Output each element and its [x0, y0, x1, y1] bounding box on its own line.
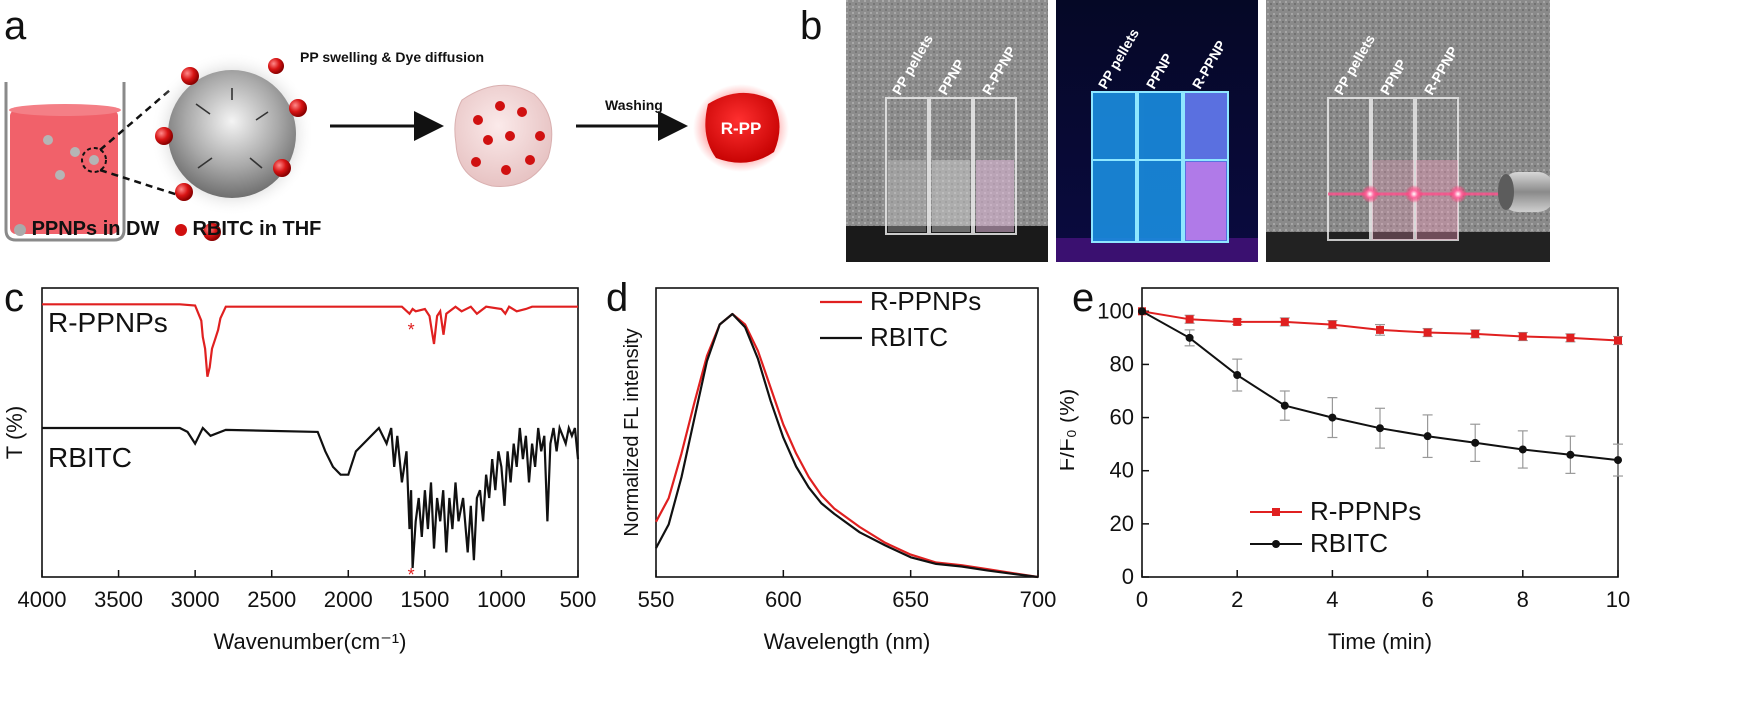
chart-e-point	[1233, 371, 1242, 380]
panel-a-letter: a	[4, 4, 27, 48]
chart-d-xlabel: Wavelength (nm)	[764, 629, 931, 654]
chart-c-xtick-label: 3000	[171, 587, 220, 612]
chart-c-xtick-label: 3500	[94, 587, 143, 612]
chart-e-ytick-label: 40	[1110, 458, 1134, 483]
polypropylene-particle-icon	[150, 52, 314, 216]
step1-label: PP swelling & Dye diffusion	[300, 49, 484, 65]
chart-e-xtick-label: 8	[1517, 587, 1529, 612]
chart-d-xtick-label: 550	[638, 587, 675, 612]
chart-c-xtick-label: 1500	[400, 587, 449, 612]
chart-d-ylabel: Normalized FL intensity	[621, 328, 643, 536]
chart-e-point	[1376, 325, 1384, 334]
photo-uv: PP pellets PPNP R-PPNP	[1056, 0, 1258, 262]
beaker-icon	[4, 82, 126, 242]
chart-e-legend-marker	[1272, 508, 1280, 516]
panel-a-legend: PPNPs in DW RBITC in THF	[14, 218, 321, 241]
chart-c-xtick-label: 4000	[18, 587, 67, 612]
chart-c-asterisk-1: *	[408, 320, 415, 340]
dye-molecule-icons	[155, 58, 307, 241]
chart-e-ytick-label: 80	[1110, 351, 1134, 376]
chart-e-frame	[1141, 287, 1619, 578]
panel-c-letter: c	[4, 276, 24, 320]
chart-c-ftir: 4000 3500 3000 2500 2000 1500 1000 500 Wavenumbe…	[2, 287, 597, 654]
chart-c-series-rppnps	[42, 303, 578, 377]
chart-e-point	[1566, 450, 1575, 459]
chart-e-xtick-label: 0	[1136, 587, 1148, 612]
legend-ppnp: PPNPs in DW	[31, 218, 160, 240]
chart-e-ytick-label: 20	[1110, 511, 1134, 536]
chart-e-point	[1138, 307, 1146, 316]
chart-e-xtick-label: 2	[1231, 587, 1243, 612]
chart-e-xtick-label: 6	[1421, 587, 1433, 612]
panel-a-schematic: PP swelling & Dye diffusion Washing R-PP	[4, 49, 789, 242]
chart-e-point	[1471, 329, 1480, 338]
gray-dot-icon	[14, 223, 26, 236]
chart-e-xtick-label: 4	[1326, 587, 1338, 612]
chart-e-legend-label: RBITC	[1310, 528, 1388, 558]
chart-e-point	[1280, 317, 1289, 326]
chart-c-xlabel: Wavenumber(cm⁻¹)	[214, 629, 407, 654]
chart-d-series-rbitc	[655, 312, 1039, 579]
chart-c-asterisk-2: *	[408, 565, 415, 585]
chart-e-point	[1376, 424, 1384, 433]
chart-d-xtick-label: 600	[765, 587, 802, 612]
photo-ambient: PP pellets PPNP R-PPNP	[846, 0, 1048, 262]
product-label: R-PP	[721, 119, 762, 138]
chart-e-xlabel: Time (min)	[1328, 629, 1432, 654]
red-dot-icon	[174, 223, 187, 236]
chart-e-point	[1423, 328, 1432, 337]
chart-e-legend-marker	[1272, 540, 1280, 548]
chart-c-xtick-label: 2500	[247, 587, 296, 612]
chart-e-point	[1233, 317, 1242, 326]
chart-d-series-r-ppnps	[655, 312, 1039, 579]
chart-e-point	[1280, 401, 1289, 410]
chart-e-point	[1185, 315, 1194, 324]
chart-e-xtick-label: 10	[1606, 587, 1630, 612]
panel-e-letter: e	[1072, 276, 1095, 320]
chart-d-xtick-label: 650	[892, 587, 929, 612]
chart-c-ylabel: T (%)	[2, 406, 27, 459]
legend-rbitc: RBITC in THF	[192, 218, 322, 240]
chart-c-series-rbitc	[42, 423, 580, 569]
panel-d-letter: d	[606, 276, 629, 320]
chart-e-point	[1185, 333, 1194, 342]
step2-label: Washing	[605, 97, 663, 113]
chart-e-yaxis: 0 20 40 60 80 100	[1097, 298, 1134, 589]
chart-c-label-rppnps: R-PPNPs	[48, 307, 168, 338]
chart-d-fluorescence: 550 600 650 700 Wavelength (nm) Normalized FL…	[621, 286, 1057, 654]
chart-e-ytick-label: 0	[1122, 564, 1134, 589]
chart-c-xtick-label: 500	[560, 587, 597, 612]
chart-e-ytick-label: 100	[1097, 298, 1134, 323]
chart-c-xtick-label: 1000	[477, 587, 526, 612]
chart-e-point	[1328, 413, 1337, 422]
rpp-product-icon: R-PP	[693, 84, 789, 172]
chart-e-point	[1614, 456, 1622, 465]
photo-laser: PP pellets PPNP R-PPNP	[1266, 0, 1550, 262]
chart-e-legend-label: R-PPNPs	[1310, 496, 1421, 526]
chart-d-frame	[655, 287, 1039, 578]
chart-e-point	[1471, 438, 1480, 447]
laser-pointer-icon	[1498, 172, 1550, 212]
chart-e-point	[1614, 336, 1622, 345]
chart-d-legend-label: RBITC	[870, 322, 948, 352]
chart-c-frame	[41, 287, 579, 578]
chart-e-point	[1566, 333, 1575, 342]
chart-e-point	[1328, 320, 1337, 329]
chart-e-point	[1518, 332, 1527, 341]
chart-e-point	[1423, 432, 1432, 441]
chart-d-legend-label: R-PPNPs	[870, 286, 981, 316]
panel-b-letter: b	[800, 4, 823, 48]
chart-e-ylabel: F/F₀ (%)	[1060, 389, 1079, 471]
chart-e-ytick-label: 60	[1110, 405, 1134, 430]
chart-d-xtick-label: 700	[1020, 587, 1057, 612]
chart-e-point	[1518, 445, 1527, 454]
swollen-particle-icon	[454, 84, 553, 187]
chart-c-label-rbitc: RBITC	[48, 442, 132, 473]
chart-c-xtick-label: 2000	[324, 587, 373, 612]
